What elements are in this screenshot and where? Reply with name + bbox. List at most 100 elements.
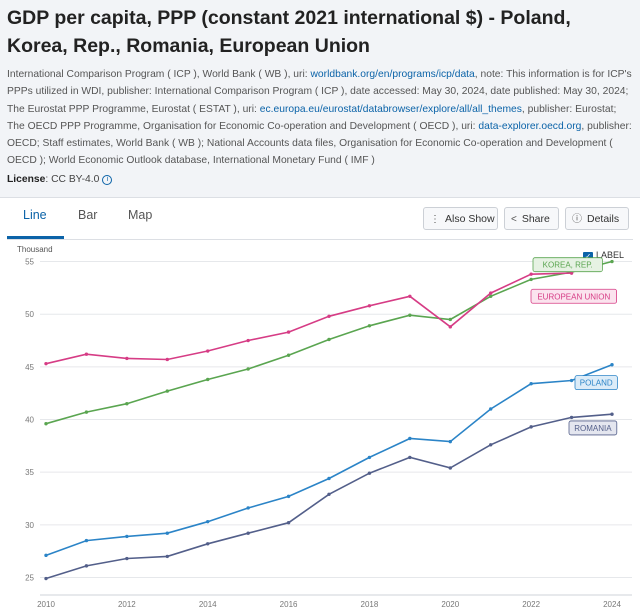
data-point-korea <box>327 337 331 342</box>
series-line-poland <box>45 363 613 557</box>
also-show-button[interactable]: ⋮ Also Show <box>423 207 498 230</box>
data-point-korea <box>367 324 372 328</box>
label-toggle-text: LABEL <box>596 250 625 260</box>
page-title: GDP per capita, PPP (constant 2021 inter… <box>7 7 571 57</box>
label-toggle[interactable]: ✓ LABEL <box>583 250 624 262</box>
data-point-poland <box>367 455 372 460</box>
data-point-romania <box>367 471 372 475</box>
y-tick-label: 25 <box>25 573 34 582</box>
data-point-poland <box>84 538 89 543</box>
y-tick-label: 30 <box>25 521 34 530</box>
data-point-romania <box>44 576 48 581</box>
license-value: : CC BY-4.0 <box>45 174 100 185</box>
data-point-poland <box>529 381 533 386</box>
license-line: License: CC BY-4.0 i <box>7 174 113 185</box>
data-point-poland <box>610 363 614 367</box>
data-point-eu <box>286 330 291 334</box>
data-point-poland <box>44 553 48 558</box>
chart-panel: Line Bar Map ⋮ Also Show < Share ⓘ Details … <box>0 197 640 616</box>
data-point-korea <box>44 422 48 426</box>
view-tabs: Line Bar Map ⋮ Also Show < Share ⓘ Details <box>0 198 640 240</box>
source-link-oecd[interactable]: data-explorer.oecd.org <box>478 120 582 132</box>
data-point-eu <box>246 338 250 343</box>
data-point-romania <box>165 554 169 559</box>
more-vertical-icon: ⋮ <box>430 214 440 225</box>
source-text-4: , publisher: OECD; Staff estimates, Worl… <box>7 120 632 167</box>
data-point-romania <box>327 492 331 496</box>
data-point-korea <box>125 402 129 406</box>
data-point-romania <box>206 542 210 546</box>
data-point-romania <box>246 531 250 535</box>
active-tab-indicator <box>7 236 64 239</box>
data-point-poland <box>206 519 210 524</box>
x-tick-label: 2022 <box>522 600 540 609</box>
series-line-romania <box>45 413 613 580</box>
series-label-box-poland <box>574 375 618 391</box>
data-point-romania <box>84 564 89 568</box>
data-point-korea <box>448 317 452 322</box>
data-point-romania <box>529 425 533 429</box>
series-label-korea: KOREA, REP. <box>543 261 593 270</box>
x-tick-label: 2014 <box>199 600 217 609</box>
data-point-korea <box>165 389 169 393</box>
info-circle-icon: ⓘ <box>572 214 582 225</box>
series-line-korea <box>45 260 613 425</box>
data-point-romania <box>569 415 574 420</box>
data-point-eu <box>206 349 210 353</box>
y-axis-label: Thousand <box>17 245 53 254</box>
data-point-korea <box>84 410 89 414</box>
y-tick-label: 35 <box>25 468 34 477</box>
data-point-korea <box>610 259 614 264</box>
share-button[interactable]: < Share <box>504 207 559 230</box>
y-tick-label: 55 <box>25 258 34 267</box>
data-point-korea <box>529 277 533 282</box>
data-point-romania <box>125 556 129 561</box>
data-point-eu <box>165 357 169 362</box>
data-point-korea <box>286 353 291 357</box>
data-point-korea <box>408 313 412 317</box>
series-label-box-romania <box>568 420 618 436</box>
data-point-eu <box>408 294 412 298</box>
line-chart: Thousand 25 30 35 40 45 50 55 2010 2012 2014 2016 20… <box>17 245 632 609</box>
data-point-poland <box>327 476 331 481</box>
y-tick-label: 45 <box>25 363 34 372</box>
data-point-poland <box>165 531 169 535</box>
y-tick-label: 50 <box>25 310 34 319</box>
data-point-eu <box>84 352 89 356</box>
data-point-korea <box>489 294 493 298</box>
data-point-korea <box>206 377 210 382</box>
data-point-eu <box>44 361 48 366</box>
share-icon: < <box>511 214 517 225</box>
info-icon[interactable]: i <box>102 175 113 185</box>
data-point-eu <box>569 271 574 275</box>
tab-bar[interactable]: Bar <box>78 208 98 222</box>
data-point-eu <box>327 314 331 318</box>
data-point-romania <box>448 466 452 470</box>
source-link-eurostat[interactable]: ec.europa.eu/eurostat/databrowser/explor… <box>259 103 522 115</box>
x-tick-label: 2024 <box>603 600 621 609</box>
x-tick-label: 2016 <box>280 600 298 609</box>
x-tick-label: 2012 <box>118 600 136 609</box>
source-text-1: International Comparison Program ( ICP )… <box>7 69 311 80</box>
data-point-poland <box>569 378 574 383</box>
data-point-korea <box>246 367 250 371</box>
tab-map[interactable]: Map <box>128 208 153 222</box>
series-label-poland: POLAND <box>580 379 613 388</box>
checkbox-checked-icon[interactable]: ✓ <box>583 252 593 262</box>
data-point-poland <box>125 534 129 539</box>
data-point-poland <box>246 506 250 510</box>
data-point-eu <box>125 356 129 361</box>
data-point-poland <box>489 407 493 411</box>
source-note: International Comparison Program ( ICP )… <box>7 66 635 170</box>
data-point-eu <box>529 272 533 276</box>
data-point-eu <box>448 325 452 329</box>
share-label: Share <box>521 213 550 225</box>
data-point-romania <box>610 412 614 416</box>
series-label-box-korea <box>532 257 603 273</box>
x-tick-label: 2018 <box>361 600 379 609</box>
data-point-romania <box>408 455 412 460</box>
source-link-worldbank[interactable]: worldbank.org/en/programs/icp/data <box>310 69 475 80</box>
tab-line[interactable]: Line <box>23 208 47 222</box>
data-point-eu <box>489 291 493 295</box>
details-button[interactable]: ⓘ Details <box>565 207 629 230</box>
